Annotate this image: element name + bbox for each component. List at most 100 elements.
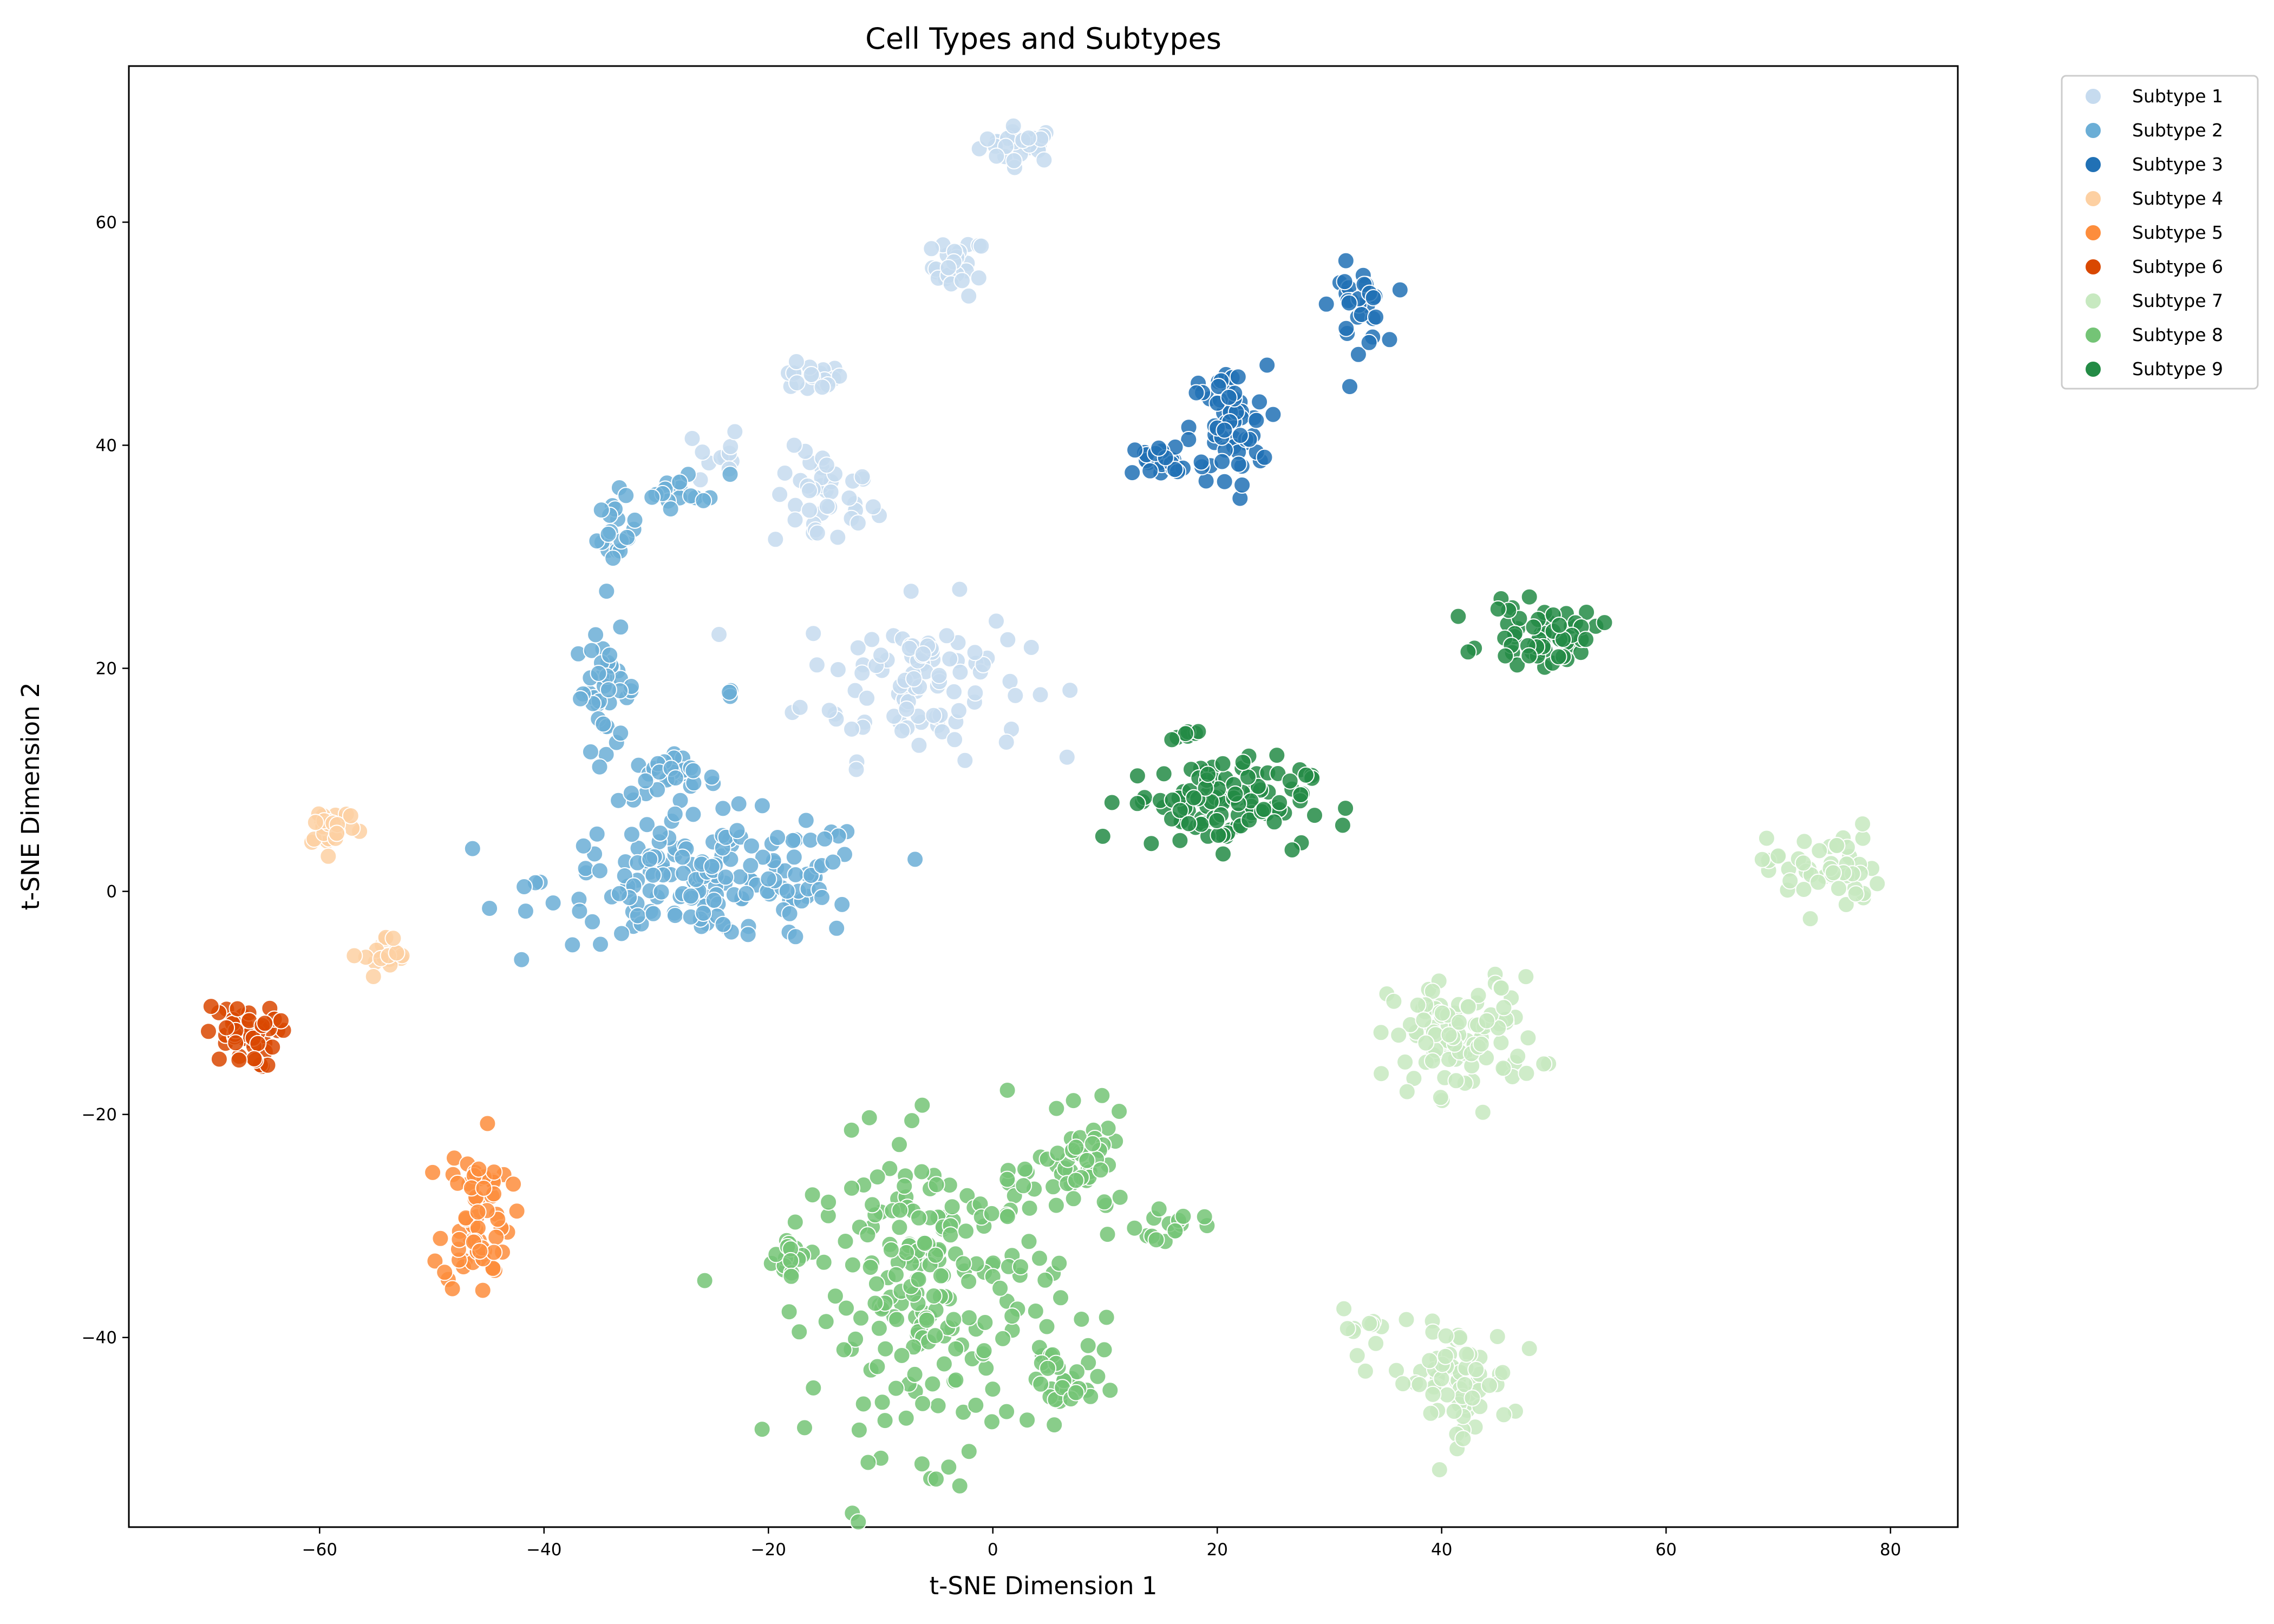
data-point-subtype-2 xyxy=(591,758,609,776)
data-point-subtype-9 xyxy=(1210,827,1227,844)
data-point-subtype-8 xyxy=(1126,1219,1143,1237)
data-point-subtype-7 xyxy=(1854,829,1872,847)
data-point-subtype-7 xyxy=(1781,872,1799,890)
data-point-subtype-1 xyxy=(858,689,876,707)
data-point-subtype-8 xyxy=(1084,1135,1101,1152)
data-point-subtype-3 xyxy=(1213,453,1231,470)
data-point-subtype-3 xyxy=(1337,252,1355,270)
data-point-subtype-3 xyxy=(1187,384,1205,402)
data-point-subtype-9 xyxy=(1520,647,1538,665)
data-point-subtype-2 xyxy=(833,895,851,913)
data-point-subtype-2 xyxy=(583,641,600,659)
data-point-subtype-9 xyxy=(1268,746,1286,764)
data-point-subtype-2 xyxy=(666,805,684,823)
data-point-subtype-8 xyxy=(998,1170,1016,1188)
data-point-subtype-7 xyxy=(1509,1047,1527,1065)
data-point-subtype-8 xyxy=(924,1375,942,1393)
data-point-subtype-7 xyxy=(1432,1089,1449,1106)
data-point-subtype-3 xyxy=(1231,427,1249,444)
data-point-subtype-8 xyxy=(847,1330,865,1348)
data-point-subtype-7 xyxy=(1494,1364,1512,1381)
data-point-subtype-8 xyxy=(876,1412,894,1430)
data-point-subtype-8 xyxy=(844,1256,861,1274)
data-point-subtype-9 xyxy=(1497,647,1514,665)
data-point-subtype-2 xyxy=(671,473,689,491)
data-point-subtype-3 xyxy=(1341,378,1358,396)
data-point-subtype-1 xyxy=(801,482,818,500)
data-point-subtype-8 xyxy=(893,1347,911,1364)
data-point-subtype-8 xyxy=(1038,1318,1056,1335)
data-point-subtype-9 xyxy=(1489,600,1507,618)
data-point-subtype-9 xyxy=(1297,766,1315,784)
data-point-subtype-2 xyxy=(604,549,622,567)
data-point-subtype-3 xyxy=(1258,356,1276,374)
data-point-subtype-1 xyxy=(726,423,744,441)
data-point-subtype-8 xyxy=(786,1213,804,1231)
data-point-subtype-1 xyxy=(818,497,836,515)
data-point-subtype-6 xyxy=(272,1012,290,1030)
data-point-subtype-7 xyxy=(1463,1389,1481,1407)
data-point-subtype-8 xyxy=(1049,1144,1067,1162)
data-point-subtype-2 xyxy=(721,466,739,483)
legend-label-subtype-8: Subtype 8 xyxy=(2132,324,2223,345)
data-point-subtype-9 xyxy=(1281,772,1299,790)
data-point-subtype-7 xyxy=(1356,1362,1374,1380)
data-point-subtype-3 xyxy=(1317,295,1335,313)
data-point-subtype-2 xyxy=(618,528,636,546)
data-point-subtype-1 xyxy=(975,656,992,673)
data-point-subtype-7 xyxy=(1456,1376,1474,1393)
data-point-subtype-2 xyxy=(769,829,787,846)
data-point-subtype-7 xyxy=(1385,992,1403,1010)
data-point-subtype-8 xyxy=(945,1311,963,1328)
data-point-subtype-8 xyxy=(1097,1308,1115,1326)
data-point-subtype-7 xyxy=(1868,875,1886,893)
data-point-subtype-9 xyxy=(1283,841,1301,859)
data-point-subtype-8 xyxy=(1052,1289,1069,1307)
data-point-subtype-1 xyxy=(771,486,789,503)
data-point-subtype-2 xyxy=(787,928,805,946)
data-point-subtype-1 xyxy=(722,438,740,455)
data-point-subtype-9 xyxy=(1265,813,1283,831)
legend-marker-subtype-8 xyxy=(2084,326,2102,344)
data-point-subtype-7 xyxy=(1467,1361,1485,1378)
data-point-subtype-8 xyxy=(782,1252,800,1269)
data-point-subtype-8 xyxy=(843,1179,860,1197)
data-point-subtype-1 xyxy=(849,639,867,657)
data-point-subtype-8 xyxy=(898,1243,916,1261)
data-point-subtype-1 xyxy=(939,259,957,277)
data-point-subtype-2 xyxy=(622,784,640,802)
data-point-subtype-8 xyxy=(1064,1190,1082,1208)
data-point-subtype-8 xyxy=(1039,1359,1057,1377)
data-point-subtype-2 xyxy=(714,800,732,817)
data-point-subtype-8 xyxy=(891,1219,909,1236)
data-point-subtype-8 xyxy=(906,1365,924,1383)
data-point-subtype-3 xyxy=(1123,464,1141,482)
data-point-subtype-8 xyxy=(805,1379,822,1397)
data-point-subtype-5 xyxy=(485,1163,503,1181)
data-point-subtype-8 xyxy=(935,1355,953,1373)
data-point-subtype-2 xyxy=(753,797,771,815)
data-point-subtype-8 xyxy=(1174,1207,1192,1225)
data-point-subtype-7 xyxy=(1415,1011,1433,1029)
data-point-subtype-5 xyxy=(469,1203,487,1221)
data-point-subtype-8 xyxy=(1050,1254,1068,1272)
data-point-subtype-2 xyxy=(588,825,606,843)
data-point-subtype-8 xyxy=(976,1314,994,1331)
data-point-subtype-8 xyxy=(1166,1222,1184,1240)
data-point-subtype-5 xyxy=(436,1263,454,1281)
data-point-subtype-2 xyxy=(513,951,531,968)
data-point-subtype-9 xyxy=(1180,815,1198,833)
data-point-subtype-8 xyxy=(867,1275,885,1293)
data-point-subtype-1 xyxy=(767,531,785,548)
data-point-subtype-8 xyxy=(1111,1188,1129,1206)
data-point-subtype-6 xyxy=(218,1019,236,1037)
data-point-subtype-7 xyxy=(1373,1065,1390,1083)
data-point-subtype-7 xyxy=(1481,1377,1498,1394)
x-tick-label: 0 xyxy=(988,1540,998,1560)
data-point-subtype-9 xyxy=(1292,786,1310,804)
data-point-subtype-8 xyxy=(881,1160,899,1177)
data-point-subtype-2 xyxy=(682,887,700,905)
data-point-subtype-2 xyxy=(644,905,662,922)
data-point-subtype-7 xyxy=(1795,833,1813,850)
data-point-subtype-7 xyxy=(1472,1035,1490,1053)
